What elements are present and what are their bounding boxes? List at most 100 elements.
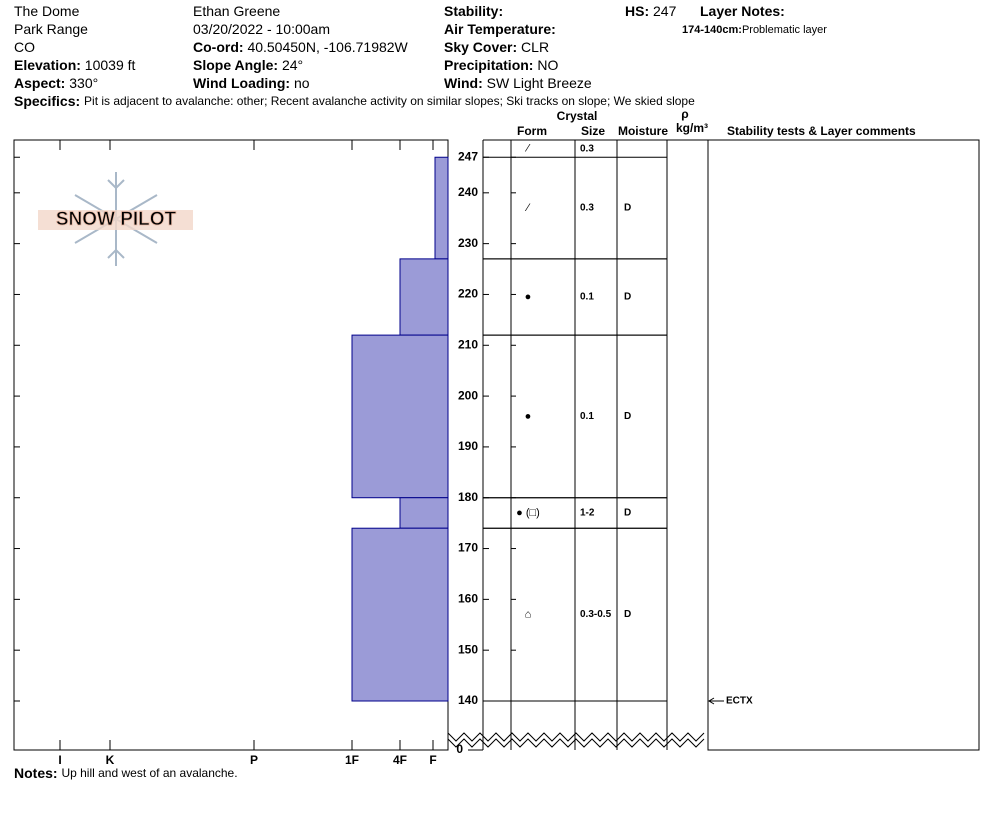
field-value: 40.50450N, -106.71982W <box>247 39 408 55</box>
y-tick-label: 247 <box>458 149 478 163</box>
y-tick-label: 200 <box>458 388 478 402</box>
y-tick-label: 180 <box>458 490 478 504</box>
specifics-value: Pit is adjacent to avalanche: other; Rec… <box>84 94 695 108</box>
field: Ethan Greene <box>193 3 280 19</box>
comments-frame <box>707 139 980 751</box>
field: Layer Notes: <box>700 3 785 19</box>
x-tick-label: 1F <box>345 753 359 767</box>
column-header: Moisture <box>618 124 668 138</box>
column-header: kg/m³ <box>676 121 708 135</box>
specifics-label: Specifics: <box>14 93 80 109</box>
hardness-bar <box>399 258 449 336</box>
layer-note-range: 174-140cm: <box>682 24 742 36</box>
logo-text: SNOW PILOT <box>56 209 177 230</box>
field-value: Park Range <box>14 21 88 37</box>
field-value: The Dome <box>14 3 80 19</box>
x-tick-label: I <box>58 753 61 767</box>
moisture: D <box>624 411 631 422</box>
axis-break <box>447 732 705 742</box>
column-header: ρ <box>681 107 688 121</box>
notes-label: Notes: <box>14 765 58 781</box>
field: Elevation: 10039 ft <box>14 57 136 73</box>
moisture: D <box>624 203 631 214</box>
y-tick-label: 150 <box>458 642 478 656</box>
field: 03/20/2022 - 10:00am <box>193 21 330 37</box>
column-header: Size <box>581 124 605 138</box>
grain-form: ⁄ <box>524 143 531 155</box>
column-header: Stability tests & Layer comments <box>727 124 916 138</box>
layer-note: 174-140cm:Problematic layer <box>682 24 827 36</box>
field: Sky Cover: CLR <box>444 39 549 55</box>
grain-size: 1-2 <box>580 508 595 519</box>
moisture: D <box>624 292 631 303</box>
field-value: 330° <box>69 75 98 91</box>
field-label: Wind: <box>444 75 483 91</box>
grain-size: 0.1 <box>580 292 594 303</box>
field-label: Co-ord: <box>193 39 244 55</box>
grain-form: ● <box>525 410 532 422</box>
field-value: NO <box>537 57 558 73</box>
field: Wind: SW Light Breeze <box>444 75 592 91</box>
field: Park Range <box>14 21 88 37</box>
field: Precipitation: NO <box>444 57 558 73</box>
field-label: HS: <box>625 3 649 19</box>
y-tick-label: 240 <box>458 185 478 199</box>
field-value: SW Light Breeze <box>487 75 592 91</box>
field-label: Precipitation: <box>444 57 533 73</box>
field: HS: 247 <box>625 3 677 19</box>
y-tick-label: 140 <box>458 693 478 707</box>
field-value: 03/20/2022 - 10:00am <box>193 21 330 37</box>
field: Stability: <box>444 3 503 19</box>
test-label: ECTX <box>726 696 753 707</box>
y-tick-label: 220 <box>458 287 478 301</box>
field-value: CO <box>14 39 35 55</box>
x-tick-label: P <box>250 753 258 767</box>
field-label: Slope Angle: <box>193 57 278 73</box>
field-value: Ethan Greene <box>193 3 280 19</box>
hardness-bar <box>434 156 449 260</box>
field-value: CLR <box>521 39 549 55</box>
y-tick-label: 160 <box>458 592 478 606</box>
grain-size: 0.3-0.5 <box>580 609 612 620</box>
table-columns <box>482 139 708 750</box>
y-tick-label: 210 <box>458 337 478 351</box>
x-tick-label: 4F <box>393 753 407 767</box>
specifics: Specifics: Pit is adjacent to avalanche:… <box>14 93 695 109</box>
moisture: D <box>624 609 631 620</box>
field-label: Air Temperature: <box>444 21 556 37</box>
field: CO <box>14 39 35 55</box>
grain-form: ● (□) <box>516 507 540 519</box>
field-label: Sky Cover: <box>444 39 517 55</box>
grain-size: 0.3 <box>580 203 594 214</box>
field-label: Elevation: <box>14 57 81 73</box>
hardness-bar <box>351 334 449 499</box>
field-label: Layer Notes: <box>700 3 785 19</box>
hardness-bar <box>351 527 449 702</box>
field: Air Temperature: <box>444 21 556 37</box>
field: Aspect: 330° <box>14 75 98 91</box>
grain-size: 0.1 <box>580 411 594 422</box>
test-arrow <box>708 697 715 705</box>
field-label: Stability: <box>444 3 503 19</box>
grain-form: ● <box>525 291 532 303</box>
grain-form: ⌂ <box>525 609 532 621</box>
column-header: Form <box>517 124 547 138</box>
notes-value: Up hill and west of an avalanche. <box>61 766 237 780</box>
field: The Dome <box>14 3 80 19</box>
moisture: D <box>624 508 631 519</box>
field-value: 24° <box>282 57 303 73</box>
column-header: Crystal <box>557 109 598 123</box>
field-value: 10039 ft <box>85 57 136 73</box>
grain-size: 0.3 <box>580 143 594 154</box>
field-label: Aspect: <box>14 75 65 91</box>
y-tick-label: 170 <box>458 541 478 555</box>
field: Slope Angle: 24° <box>193 57 303 73</box>
grain-form: ⁄ <box>524 202 531 214</box>
x-tick-label: K <box>106 753 115 767</box>
axis-break <box>447 738 705 748</box>
y-tick-label: 230 <box>458 236 478 250</box>
hardness-bar <box>399 497 449 529</box>
logo-band <box>38 210 193 230</box>
y-tick-label: 0 <box>456 742 463 756</box>
